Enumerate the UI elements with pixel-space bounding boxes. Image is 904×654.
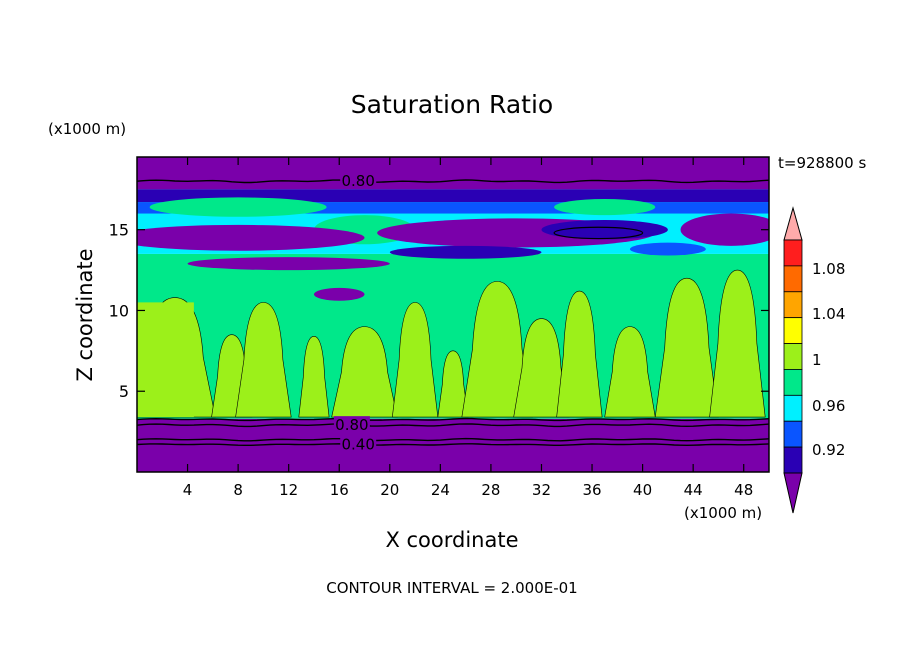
x-tick-label: 24 bbox=[431, 481, 450, 499]
colorbar-segment bbox=[783, 446, 803, 474]
colorbar-label: 1.08 bbox=[812, 260, 845, 278]
x-axis-ticks: 4 8 12 16 20 24 28 32 36 40 44 48 bbox=[183, 157, 753, 499]
plot-frame bbox=[136, 156, 770, 473]
supersaturated-plume bbox=[461, 281, 533, 418]
x-tick-label: 28 bbox=[481, 481, 500, 499]
colorbar-label: 0.92 bbox=[812, 441, 845, 459]
x-unit-label: (x1000 m) bbox=[684, 504, 762, 522]
dry-patch bbox=[629, 242, 706, 256]
dry-streak bbox=[389, 245, 542, 259]
colorbar-segment bbox=[783, 239, 803, 267]
colorbar-segment bbox=[783, 343, 803, 370]
colorbar-segment bbox=[783, 394, 803, 422]
x-tick-label: 12 bbox=[279, 481, 298, 499]
supersaturated-plume bbox=[709, 269, 766, 418]
supersaturated-plume bbox=[604, 326, 656, 418]
contour-line bbox=[137, 443, 769, 447]
contour-label-bg bbox=[340, 435, 377, 452]
y-unit-label: (x1000 m) bbox=[48, 120, 126, 138]
y-tick-label: 5 bbox=[119, 382, 129, 401]
colorbar-segment bbox=[783, 420, 803, 448]
contour-line bbox=[137, 417, 769, 422]
moist-cloud bbox=[149, 197, 327, 217]
contour-line bbox=[137, 423, 769, 428]
x-tick-label: 4 bbox=[183, 481, 193, 499]
y-tick-label: 10 bbox=[109, 301, 129, 320]
moist-cloud bbox=[554, 199, 656, 216]
colorbar-label: 1 bbox=[812, 351, 822, 369]
colorbar-segment bbox=[783, 265, 803, 293]
contour-labels: 0.80 0.80 0.40 bbox=[333, 172, 377, 454]
contour-line bbox=[137, 437, 769, 442]
upper-band-edge bbox=[137, 202, 769, 214]
contour-label: 0.80 bbox=[335, 416, 368, 434]
dry-patch bbox=[313, 287, 365, 301]
upper-band-edge bbox=[137, 189, 769, 203]
supersaturated-plume bbox=[437, 350, 469, 418]
dry-streak bbox=[137, 224, 365, 251]
x-tick-label: 36 bbox=[582, 481, 601, 499]
colorbar-segment bbox=[783, 317, 803, 344]
supersaturated-plume bbox=[556, 290, 603, 418]
contour-interval-note: CONTOUR INTERVAL = 2.000E-01 bbox=[326, 579, 577, 597]
x-tick-label: 48 bbox=[734, 481, 753, 499]
top-dry-layer bbox=[137, 157, 769, 190]
x-tick-label: 40 bbox=[633, 481, 652, 499]
dry-streak bbox=[541, 220, 668, 240]
supersaturated-plume bbox=[235, 302, 292, 418]
contour-line bbox=[553, 226, 644, 240]
dry-streak bbox=[187, 257, 390, 271]
saturation-field bbox=[137, 157, 769, 472]
y-axis-ticks: 5 10 15 bbox=[109, 221, 769, 401]
y-axis-label: Z coordinate bbox=[73, 248, 97, 381]
supersaturated-plume bbox=[654, 277, 719, 418]
colorbar-top-arrow bbox=[783, 206, 803, 241]
contour-label-bg bbox=[333, 416, 370, 433]
colorbar-label: 0.96 bbox=[812, 397, 845, 415]
contour-lines bbox=[137, 179, 769, 447]
supersaturated-plume bbox=[137, 302, 194, 418]
contour-line bbox=[137, 179, 769, 184]
colorbar-label: 1.04 bbox=[812, 305, 845, 323]
y-tick-label: 15 bbox=[109, 221, 129, 240]
colorbar: 0.92 0.96 1 1.04 1.08 bbox=[783, 206, 845, 514]
x-tick-label: 8 bbox=[233, 481, 243, 499]
x-tick-label: 32 bbox=[532, 481, 551, 499]
supersaturated-plume bbox=[298, 336, 330, 418]
colorbar-bottom-arrow bbox=[783, 472, 803, 514]
time-label: t=928800 s bbox=[778, 154, 866, 172]
dry-streak bbox=[680, 213, 769, 246]
x-axis-label: X coordinate bbox=[385, 528, 518, 552]
colorbar-segment bbox=[783, 369, 803, 396]
x-tick-label: 20 bbox=[380, 481, 399, 499]
supersaturated-plume bbox=[331, 326, 398, 418]
contour-label-bg bbox=[340, 172, 377, 189]
chart-title: Saturation Ratio bbox=[351, 90, 553, 119]
supersaturated-plume bbox=[513, 318, 570, 418]
supersaturated-plume bbox=[391, 302, 439, 418]
colorbar-segment bbox=[783, 291, 803, 319]
x-tick-label: 16 bbox=[330, 481, 349, 499]
contour-label: 0.40 bbox=[341, 436, 374, 454]
x-tick-label: 44 bbox=[684, 481, 703, 499]
contour-label: 0.80 bbox=[341, 172, 374, 190]
